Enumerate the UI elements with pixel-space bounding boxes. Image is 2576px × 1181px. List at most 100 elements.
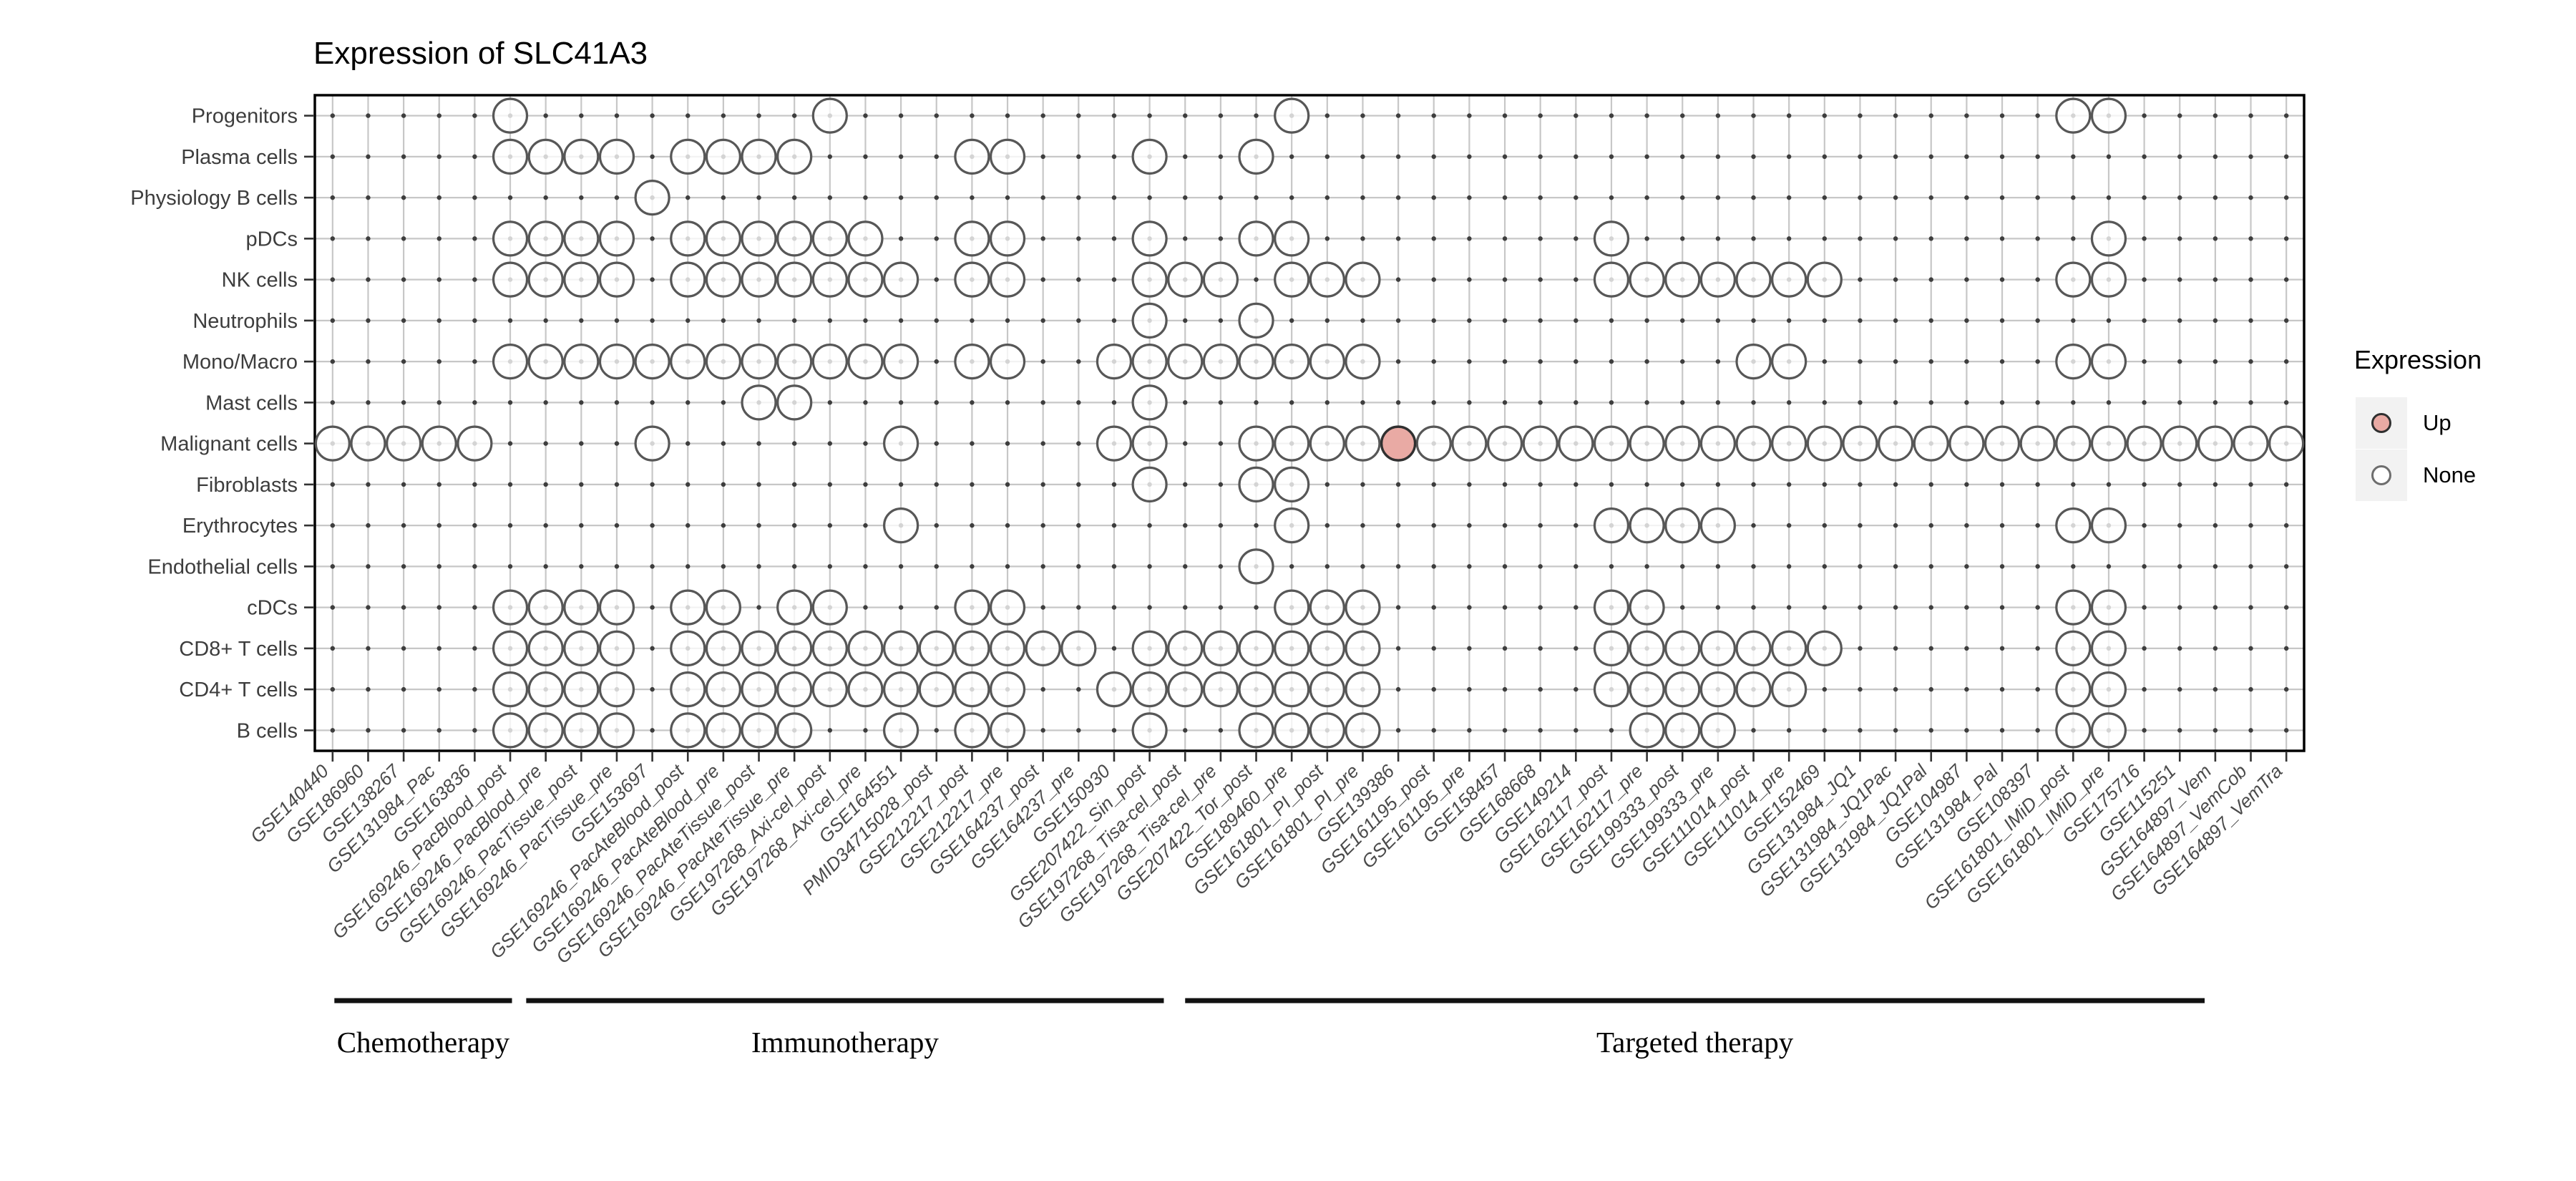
- expression-dot-none[interactable]: [1558, 425, 1594, 462]
- expression-dot-none[interactable]: [1238, 344, 1274, 380]
- expression-dot-none[interactable]: [1593, 589, 1630, 626]
- expression-dot-none[interactable]: [1167, 344, 1204, 380]
- expression-dot-none[interactable]: [1309, 630, 1345, 666]
- expression-dot-none[interactable]: [1345, 261, 1381, 298]
- expression-dot-none[interactable]: [598, 671, 635, 708]
- expression-dot-none[interactable]: [1238, 220, 1274, 257]
- expression-dot-none[interactable]: [563, 344, 600, 380]
- expression-dot-none[interactable]: [1167, 630, 1204, 666]
- expression-dot-none[interactable]: [2090, 97, 2127, 134]
- expression-dot-none[interactable]: [492, 220, 529, 257]
- expression-dot-none[interactable]: [989, 589, 1026, 626]
- expression-dot-none[interactable]: [741, 220, 777, 257]
- expression-dot-none[interactable]: [954, 671, 990, 708]
- expression-dot-none[interactable]: [705, 261, 741, 298]
- expression-dot-none[interactable]: [421, 425, 457, 462]
- expression-dot-none[interactable]: [2055, 425, 2092, 462]
- expression-dot-none[interactable]: [883, 344, 919, 380]
- expression-dot-none[interactable]: [705, 630, 741, 666]
- expression-dot-none[interactable]: [1274, 220, 1310, 257]
- expression-dot-none[interactable]: [634, 344, 670, 380]
- expression-dot-none[interactable]: [1842, 425, 1878, 462]
- expression-dot-none[interactable]: [989, 220, 1026, 257]
- expression-dot-none[interactable]: [1415, 425, 1452, 462]
- expression-dot-none[interactable]: [2126, 425, 2162, 462]
- expression-dot-none[interactable]: [598, 261, 635, 298]
- expression-dot-none[interactable]: [1735, 425, 1772, 462]
- expression-dot-none[interactable]: [1735, 630, 1772, 666]
- expression-dot-none[interactable]: [1735, 671, 1772, 708]
- expression-dot-none[interactable]: [670, 671, 706, 708]
- expression-dot-none[interactable]: [492, 261, 529, 298]
- expression-dot-none[interactable]: [1167, 671, 1204, 708]
- expression-dot-none[interactable]: [811, 97, 848, 134]
- expression-dot-none[interactable]: [1238, 425, 1274, 462]
- expression-dot-none[interactable]: [598, 630, 635, 666]
- expression-dot-none[interactable]: [492, 671, 529, 708]
- expression-dot-none[interactable]: [847, 344, 884, 380]
- expression-dot-none[interactable]: [1274, 261, 1310, 298]
- expression-dot-none[interactable]: [1593, 507, 1630, 544]
- expression-dot-none[interactable]: [670, 712, 706, 749]
- expression-dot-none[interactable]: [741, 344, 777, 380]
- expression-dot-none[interactable]: [1735, 344, 1772, 380]
- expression-dot-none[interactable]: [1309, 425, 1345, 462]
- expression-dot-none[interactable]: [2090, 220, 2127, 257]
- expression-dot-none[interactable]: [954, 220, 990, 257]
- expression-dot-none[interactable]: [741, 671, 777, 708]
- expression-dot-none[interactable]: [1025, 630, 1061, 666]
- expression-dot-none[interactable]: [2055, 589, 2092, 626]
- expression-dot-none[interactable]: [527, 671, 564, 708]
- expression-dot-none[interactable]: [670, 344, 706, 380]
- expression-dot-none[interactable]: [1345, 630, 1381, 666]
- expression-dot-none[interactable]: [2055, 261, 2092, 298]
- expression-dot-none[interactable]: [1131, 138, 1168, 175]
- expression-dot-none[interactable]: [1699, 507, 1736, 544]
- expression-dot-none[interactable]: [954, 712, 990, 749]
- expression-dot-none[interactable]: [563, 220, 600, 257]
- expression-dot-none[interactable]: [776, 589, 813, 626]
- expression-dot-none[interactable]: [811, 630, 848, 666]
- expression-dot-none[interactable]: [2090, 630, 2127, 666]
- expression-dot-none[interactable]: [1593, 261, 1630, 298]
- expression-dot-none[interactable]: [563, 261, 600, 298]
- expression-dot-none[interactable]: [1131, 261, 1168, 298]
- expression-dot-none[interactable]: [1345, 671, 1381, 708]
- expression-dot-none[interactable]: [1593, 671, 1630, 708]
- expression-dot-none[interactable]: [811, 261, 848, 298]
- expression-dot-none[interactable]: [527, 712, 564, 749]
- expression-dot-none[interactable]: [1629, 630, 1665, 666]
- expression-dot-none[interactable]: [1167, 261, 1204, 298]
- expression-dot-none[interactable]: [670, 220, 706, 257]
- expression-dot-none[interactable]: [1274, 97, 1310, 134]
- expression-dot-none[interactable]: [563, 671, 600, 708]
- expression-dot-none[interactable]: [847, 220, 884, 257]
- expression-dot-none[interactable]: [1238, 466, 1274, 502]
- expression-dot-none[interactable]: [1522, 425, 1558, 462]
- expression-dot-none[interactable]: [1629, 261, 1665, 298]
- expression-dot-none[interactable]: [1664, 425, 1701, 462]
- expression-dot-none[interactable]: [1238, 548, 1274, 585]
- expression-dot-none[interactable]: [918, 630, 955, 666]
- expression-dot-none[interactable]: [527, 138, 564, 175]
- expression-dot-none[interactable]: [1771, 671, 1807, 708]
- expression-dot-none[interactable]: [1131, 712, 1168, 749]
- expression-dot-none[interactable]: [776, 344, 813, 380]
- expression-dot-none[interactable]: [741, 630, 777, 666]
- expression-dot-none[interactable]: [1629, 589, 1665, 626]
- expression-dot-none[interactable]: [670, 138, 706, 175]
- expression-dot-none[interactable]: [776, 261, 813, 298]
- expression-dot-none[interactable]: [954, 261, 990, 298]
- expression-dot-none[interactable]: [705, 712, 741, 749]
- expression-dot-none[interactable]: [1593, 425, 1630, 462]
- expression-dot-none[interactable]: [705, 344, 741, 380]
- expression-dot-none[interactable]: [1274, 589, 1310, 626]
- expression-dot-none[interactable]: [1629, 712, 1665, 749]
- expression-dot-none[interactable]: [883, 507, 919, 544]
- expression-dot-none[interactable]: [492, 712, 529, 749]
- expression-dot-none[interactable]: [989, 344, 1026, 380]
- expression-dot-none[interactable]: [954, 344, 990, 380]
- expression-dot-none[interactable]: [670, 630, 706, 666]
- expression-dot-none[interactable]: [741, 384, 777, 421]
- expression-dot-none[interactable]: [1771, 261, 1807, 298]
